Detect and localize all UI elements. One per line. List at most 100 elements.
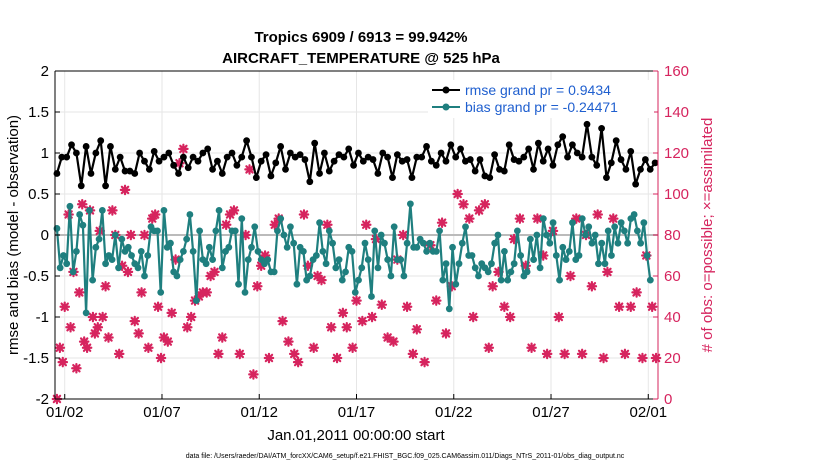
legend-bias-label: bias grand pr = -0.24471 (465, 99, 618, 115)
rmse-point (330, 157, 338, 165)
obs-marker (565, 270, 576, 282)
bias-point (73, 248, 80, 255)
rmse-point (121, 167, 129, 175)
bias-point (413, 243, 421, 251)
obs-marker (316, 274, 327, 286)
bias-point (283, 243, 291, 251)
obs-marker (244, 164, 255, 175)
bias-point (582, 231, 589, 239)
rmse-point (111, 166, 119, 173)
legend-rmse-marker (442, 86, 450, 94)
bias-point (442, 260, 450, 268)
bias-point (238, 215, 246, 223)
obs-marker (136, 287, 147, 298)
bias-point (225, 243, 233, 251)
x-tick-label: 01/22 (435, 404, 473, 421)
bias-point (299, 248, 307, 255)
bias-point (549, 219, 557, 227)
right-tick-label: 100 (664, 186, 689, 203)
bias-point (348, 248, 356, 255)
obs-marker (125, 229, 137, 241)
rmse-point (637, 166, 644, 173)
obs-marker (401, 301, 413, 313)
rmse-point (534, 139, 542, 147)
bias-point (167, 239, 174, 247)
rmse-point (505, 141, 513, 149)
rmse-point (418, 153, 426, 161)
bias-point (215, 207, 223, 214)
rmse-point (87, 170, 95, 177)
bias-point (403, 239, 411, 247)
rmse-point (384, 153, 392, 161)
obs-marker (57, 356, 69, 368)
rmse-point (63, 153, 71, 161)
obs-marker (464, 213, 475, 224)
obs-marker (174, 157, 185, 169)
obs-marker (493, 266, 504, 278)
bias-point (585, 223, 593, 231)
rmse-point (403, 156, 411, 163)
obs-marker (263, 352, 275, 364)
obs-marker (54, 342, 66, 354)
obs-marker (234, 348, 246, 360)
obs-marker (87, 311, 99, 323)
rmse-point (598, 124, 605, 132)
rmse-point (374, 170, 382, 177)
bias-point (82, 309, 90, 317)
bias-point (484, 268, 492, 276)
obs-marker (292, 356, 304, 368)
bias-point (601, 260, 609, 268)
bias-point (254, 248, 262, 255)
bias-point (251, 223, 259, 231)
bias-point (377, 231, 385, 239)
obs-marker (269, 219, 281, 231)
rmse-point (325, 167, 333, 175)
obs-marker (312, 270, 323, 282)
bias-point (209, 256, 216, 263)
bias-point (115, 264, 122, 272)
rmse-point (457, 145, 464, 153)
legend: rmse grand pr = 0.9434 bias grand pr = -… (428, 80, 654, 118)
rmse-point (515, 157, 523, 165)
bias-point (449, 243, 456, 251)
bias-point (455, 260, 463, 268)
rmse-point (150, 147, 158, 155)
bias-point (390, 223, 398, 231)
bias-point (63, 260, 71, 268)
obs-marker (458, 198, 469, 210)
rmse-point (175, 170, 182, 177)
rmse-point (58, 153, 66, 161)
rmse-point (500, 167, 508, 175)
bias-point (588, 239, 596, 247)
obs-marker (592, 209, 603, 220)
bias-point (319, 248, 327, 255)
rmse-point (194, 157, 202, 165)
bias-point (381, 239, 388, 247)
bias-point (144, 252, 152, 259)
y-axis-label-left: rmse and bias (model - observation) (5, 115, 22, 355)
bias-point (66, 202, 74, 210)
rmse-point (267, 172, 275, 180)
obs-marker (436, 217, 448, 228)
rmse-point (116, 153, 124, 161)
obs-marker (122, 266, 134, 278)
bias-point (218, 264, 226, 272)
bias-point (575, 252, 583, 259)
bias-point (497, 276, 505, 284)
rmse-point (243, 137, 250, 145)
rmse-point (393, 151, 401, 159)
right-tick-label: 40 (664, 309, 681, 326)
rmse-point (355, 149, 362, 157)
rmse-point (607, 159, 615, 167)
bias-point (468, 252, 476, 259)
bias-point (69, 268, 77, 276)
obs-marker (351, 295, 362, 306)
obs-marker (322, 219, 333, 231)
rmse-point (209, 166, 216, 173)
y-axis-label-right: # of obs: o=possible; ×=assimilated (699, 118, 716, 353)
bias-point (595, 260, 602, 268)
bias-point (475, 272, 482, 280)
obs-marker (537, 250, 549, 261)
obs-marker (508, 233, 520, 245)
obs-marker (288, 348, 300, 360)
